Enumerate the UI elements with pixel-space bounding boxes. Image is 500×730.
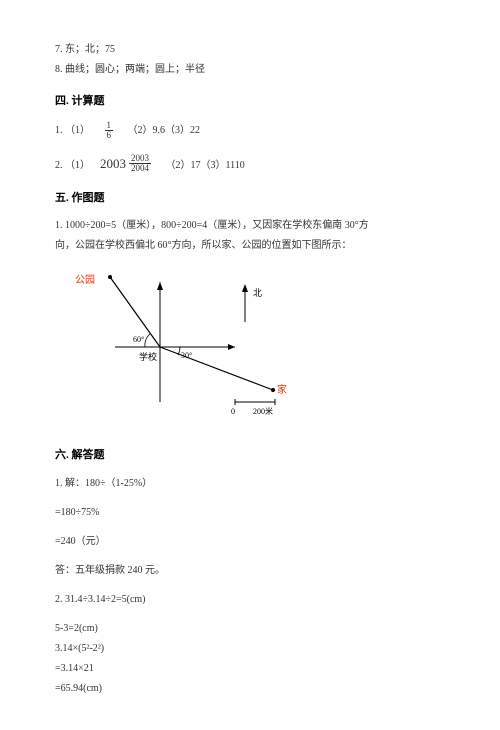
q2-rest: （2）17（3）1110 [166,160,245,171]
ans-line: 5-3=2(cm) [55,620,445,637]
ans-line: =65.94(cm) [55,680,445,697]
direction-diagram: 北 60° 30° 学校 0 200米 [95,262,315,432]
ans-line: 3.14×(5²-2²) [55,640,445,657]
scale-200: 200米 [253,406,273,416]
answer-8: 8. 曲线；圆心；两端；圆上；半径 [55,61,445,78]
calc-q2: 2. （1） 2003 20032004 （2）17（3）1110 [55,153,445,175]
section-6-title: 六. 解答题 [55,446,445,465]
north-label: 北 [253,288,262,298]
scale-0: 0 [231,407,235,416]
q2-prefix: 2. （1） [55,160,90,171]
calc-q1: 1. （1） 16 （2）9.6（3）22 [55,121,445,141]
drawing-line1: 1. 1000÷200=5（厘米），800÷200=4（厘米），又因家在学校东偏… [55,217,445,234]
ans-line: 答：五年级捐款 240 元。 [55,562,445,579]
section-4-title: 四. 计算题 [55,92,445,111]
angle-60: 60° [133,335,144,344]
school-label: 学校 [139,351,157,362]
ans-line: =3.14×21 [55,660,445,677]
mixed-number: 2003 20032004 [100,153,153,175]
ans-line: 1. 解：180÷（1-25%） [55,475,445,492]
answer-7: 7. 东；北；75 [55,41,445,58]
section-5-title: 五. 作图题 [55,189,445,208]
mixed-frac: 20032004 [129,154,151,174]
page: 7. 东；北；75 8. 曲线；圆心；两端；圆上；半径 四. 计算题 1. （1… [0,0,500,730]
ans-line: =180÷75% [55,504,445,521]
home-label: 家 [277,382,287,399]
drawing-line2: 向，公园在学校西偏北 60°方向，所以家、公园的位置如下图所示： [55,237,445,254]
mixed-whole: 2003 [100,153,126,175]
ans-line: =240（元） [55,533,445,550]
park-label: 公园 [75,272,95,289]
angle-30: 30° [181,351,192,360]
ans-line: 2. 31.4÷3.14÷2=5(cm) [55,591,445,608]
q1-rest: （2）9.6（3）22 [128,125,201,136]
q1-prefix: 1. （1） [55,125,90,136]
fraction-1-6: 16 [105,121,114,141]
diagram-container: 北 60° 30° 学校 0 200米 公园 家 [95,262,315,432]
